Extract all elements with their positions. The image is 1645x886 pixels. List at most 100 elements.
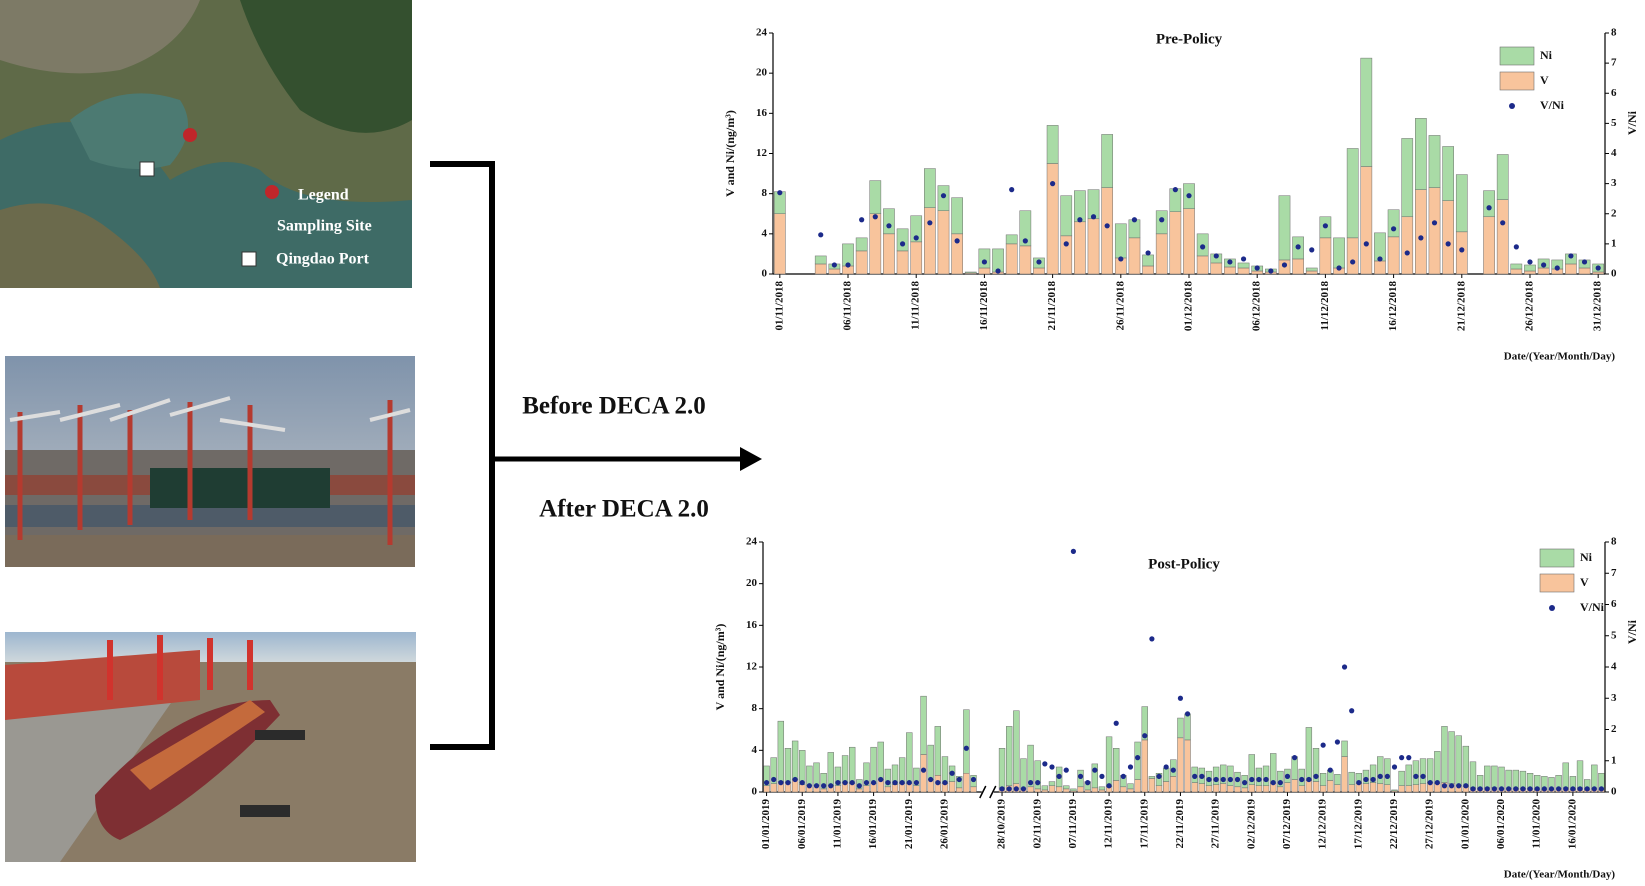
bar-segment <box>1077 786 1084 793</box>
bar-segment <box>1155 785 1163 793</box>
y2-tick-label: 3 <box>1611 692 1617 704</box>
bar-segment <box>883 233 895 275</box>
bar-segment <box>896 250 909 275</box>
ratio-dot <box>949 770 955 776</box>
ratio-dot <box>1577 786 1583 792</box>
ratio-dot <box>1370 776 1376 783</box>
ratio-dot <box>863 780 870 786</box>
ratio-dot <box>935 780 941 786</box>
ratio-dot <box>1270 780 1276 786</box>
ratio-dot <box>942 780 948 786</box>
bar-segment <box>1428 135 1441 188</box>
bar-segment <box>891 784 899 793</box>
x-tick-label: 16/12/2018 <box>1387 281 1399 332</box>
ratio-dot <box>1118 256 1124 262</box>
ratio-dot <box>1284 773 1291 779</box>
bar-segment <box>941 756 949 784</box>
bar-segment <box>869 180 882 215</box>
bar-segment <box>763 765 770 786</box>
legend-label: Ni <box>1580 550 1593 564</box>
bar-segment <box>1319 785 1327 793</box>
ratio-dot <box>1149 636 1155 642</box>
bar-segment <box>773 213 786 275</box>
ratio-dot <box>1240 256 1247 262</box>
bar-segment <box>1387 236 1400 275</box>
ratio-dot <box>1404 250 1410 256</box>
ratio-dot <box>899 780 905 786</box>
bar-segment <box>1565 263 1577 275</box>
bar-segment <box>1512 769 1519 790</box>
bar-segment <box>1419 758 1427 784</box>
bar-segment <box>1098 786 1106 791</box>
bar-segment <box>1524 270 1536 275</box>
y2-tick-label: 6 <box>1611 87 1617 99</box>
bar-segment <box>1448 731 1455 784</box>
bar-segment <box>1291 779 1298 793</box>
bar-segment <box>1087 218 1100 275</box>
bar-segment <box>1262 765 1270 786</box>
bar-segment <box>1063 788 1070 793</box>
ratio-dot <box>886 223 892 229</box>
bar-segment <box>1510 268 1523 275</box>
ratio-dot <box>920 767 927 773</box>
bar-segment <box>1248 754 1255 785</box>
bar-segment <box>828 268 841 275</box>
ratio-dot <box>1292 755 1298 761</box>
bar-segment <box>1369 782 1377 793</box>
ratio-dot <box>1484 786 1490 792</box>
bar-segment <box>877 741 884 780</box>
bar-segment <box>1142 254 1154 267</box>
ratio-dot <box>1350 259 1356 265</box>
bar-segment <box>1220 764 1227 784</box>
bar-segment <box>920 754 927 793</box>
ratio-dot <box>1036 259 1042 265</box>
bar-segment <box>1184 739 1191 793</box>
bar-segment <box>884 768 892 788</box>
y2-tick-label: 5 <box>1611 117 1617 129</box>
ratio-dot <box>1322 223 1328 229</box>
ratio-dot <box>1213 253 1219 259</box>
y2-axis-label: V/Ni <box>1625 619 1639 644</box>
bar-segment <box>1034 788 1041 793</box>
ratio-dot <box>1159 217 1165 223</box>
ratio-dot <box>927 220 933 226</box>
ratio-dot <box>1341 664 1348 670</box>
bar-segment <box>1384 758 1391 785</box>
ratio-dot <box>1249 776 1255 783</box>
ratio-dot <box>885 780 891 786</box>
bar-segment <box>813 762 820 786</box>
bar-segment <box>998 748 1006 789</box>
x-tick-label: 01/01/2019 <box>760 799 772 850</box>
bar-segment <box>863 762 870 786</box>
x-tick-label: 16/01/2019 <box>867 799 879 850</box>
ratio-dot <box>1313 773 1319 779</box>
map-photo: Legend Sampling Site Qingdao Port <box>0 0 412 288</box>
bar-segment <box>1377 783 1384 793</box>
ratio-dot <box>835 780 841 786</box>
ratio-dot <box>1184 711 1191 717</box>
ratio-dot <box>913 780 920 786</box>
ratio-dot <box>1431 220 1438 226</box>
bar-segment <box>1462 745 1470 788</box>
bar-segment <box>1255 785 1263 793</box>
chart-title: Post-Policy <box>1148 556 1220 572</box>
axis-break-gap <box>981 789 994 795</box>
bar-segment <box>1155 773 1163 786</box>
bar-segment <box>1262 785 1270 793</box>
x-tick-label: 01/01/2020 <box>1459 799 1471 850</box>
legend-swatch <box>1539 573 1575 593</box>
ratio-dot <box>1099 773 1105 779</box>
ratio-dot <box>1277 780 1283 786</box>
y-axis-label: V and Ni/(ng/m³) <box>713 624 727 711</box>
bar-segment <box>1134 779 1141 793</box>
ratio-dot <box>1334 739 1341 745</box>
y2-tick-label: 1 <box>1611 237 1617 249</box>
ratio-dot <box>1520 786 1526 792</box>
bar-segment <box>1227 785 1234 793</box>
bar-segment <box>1496 199 1509 275</box>
y2-tick-label: 7 <box>1611 567 1617 579</box>
ratio-dot <box>1418 235 1424 241</box>
bar-segment <box>924 207 936 275</box>
bar-segment <box>1128 219 1141 239</box>
bar-segment <box>1091 763 1098 789</box>
